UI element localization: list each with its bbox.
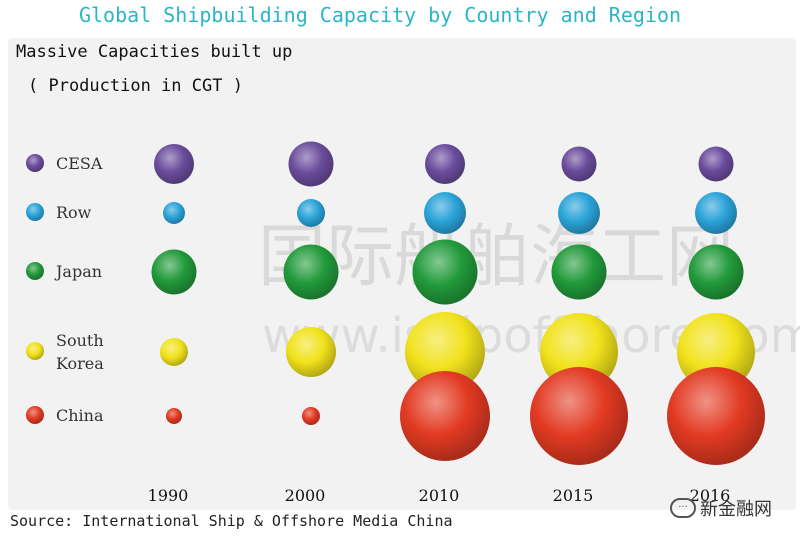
legend-label-south-korea: South Korea (56, 331, 104, 373)
bubble-cesa-2015 (561, 146, 597, 182)
bubble-china-2000 (302, 407, 320, 425)
x-tick-label-2016: 2016 (690, 486, 731, 505)
bubble-cesa-2016 (698, 146, 734, 182)
bubble-row-1990 (163, 202, 185, 224)
legend-label-china: China (56, 406, 104, 425)
bubble-japan-2010 (412, 239, 478, 305)
bubble-south-korea-1990 (160, 338, 188, 366)
legend-marker-japan (26, 262, 44, 280)
chart-title: Global Shipbuilding Capacity by Country … (78, 3, 682, 27)
brand-text: 新金融网 (700, 499, 772, 520)
bubble-south-korea-2000 (286, 327, 336, 377)
bubble-row-2000 (297, 199, 325, 227)
legend-marker-china (26, 406, 44, 424)
source-note: Source: International Ship & Offshore Me… (10, 512, 453, 530)
bubble-japan-2015 (551, 244, 607, 300)
chat-bubble-icon: ··· (670, 498, 696, 518)
bubble-japan-1990 (151, 249, 197, 295)
chart-panel (8, 38, 796, 510)
x-tick-label-2010: 2010 (419, 486, 460, 505)
bubble-cesa-2000 (288, 141, 334, 187)
x-tick-label-2000: 2000 (285, 486, 326, 505)
chart-subtitle-unit: ( Production in CGT ) (28, 76, 243, 96)
bubble-row-2010 (424, 192, 466, 234)
bubble-china-2010 (400, 371, 490, 461)
bubble-south-korea-2010 (405, 312, 485, 392)
bubble-china-2016 (667, 367, 765, 465)
bubble-cesa-2010 (425, 144, 465, 184)
bubble-cesa-1990 (154, 144, 194, 184)
bubble-china-1990 (166, 408, 182, 424)
legend-marker-cesa (26, 154, 44, 172)
x-tick-label-2015: 2015 (553, 486, 594, 505)
bubble-japan-2016 (688, 244, 744, 300)
bubble-row-2016 (695, 192, 737, 234)
chart-subtitle: Massive Capacities built up (16, 42, 293, 62)
bubble-row-2015 (558, 192, 600, 234)
bubble-japan-2000 (283, 244, 339, 300)
bubble-china-2015 (530, 367, 628, 465)
watermark-cn: 国际船舶海工网 (258, 218, 734, 297)
x-tick-label-1990: 1990 (148, 486, 189, 505)
legend-marker-row (26, 203, 44, 221)
legend-marker-south-korea (26, 342, 44, 360)
legend-label-japan: Japan (54, 262, 102, 281)
legend-label-cesa: CESA (56, 154, 103, 173)
brand-logo: ··· 新金融网 (670, 496, 772, 520)
legend-label-row: Row (56, 203, 92, 222)
